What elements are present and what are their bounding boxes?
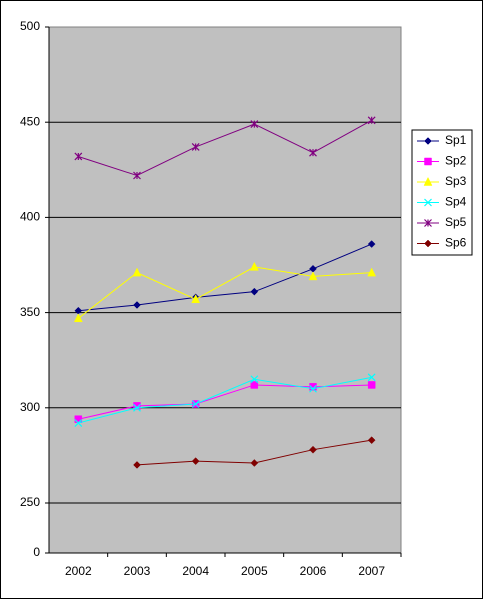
x-tick-label: 2002 [65, 564, 92, 578]
marker [191, 294, 201, 304]
legend-label: Sp1 [445, 133, 467, 147]
marker [191, 457, 200, 465]
y-tick-label: 250 [20, 495, 40, 509]
marker [250, 459, 259, 467]
marker [133, 171, 141, 180]
x-tick-label: 2007 [358, 564, 385, 578]
marker [367, 267, 377, 277]
marker [424, 219, 432, 227]
marker [424, 137, 432, 145]
y-tick-label: 450 [20, 114, 40, 128]
marker [133, 301, 141, 309]
x-tick-label: 2003 [124, 564, 151, 578]
series-line [78, 376, 372, 424]
marker [132, 267, 142, 277]
y-tick-label: 0 [33, 545, 40, 559]
marker [74, 415, 83, 423]
marker [309, 384, 317, 393]
marker [133, 461, 141, 469]
y-tick-label: 300 [20, 400, 40, 414]
legend-label: Sp6 [445, 236, 467, 250]
marker [308, 271, 318, 281]
marker [250, 375, 259, 384]
marker [249, 261, 259, 271]
marker [250, 120, 259, 129]
series-line [78, 119, 372, 177]
marker [367, 436, 376, 445]
marker [424, 239, 432, 248]
marker [74, 152, 83, 161]
x-tick-label: 2004 [182, 564, 209, 578]
legend-box [411, 129, 473, 256]
marker [309, 445, 317, 454]
marker [367, 381, 376, 389]
plot-area [48, 26, 402, 554]
legend-label: Sp3 [445, 174, 467, 188]
series-line [78, 266, 372, 319]
series-line [78, 243, 372, 312]
legend-label: Sp2 [445, 154, 467, 168]
marker [424, 157, 432, 166]
marker [74, 419, 83, 427]
marker [424, 198, 432, 207]
marker [191, 143, 200, 151]
y-tick-label: 350 [20, 305, 40, 319]
marker [250, 287, 259, 296]
y-tick-label: 400 [20, 210, 40, 224]
marker [423, 176, 433, 186]
legend-label: Sp5 [445, 215, 467, 229]
marker [367, 373, 376, 382]
marker [367, 240, 376, 248]
x-tick-label: 2006 [300, 564, 327, 578]
y-tick-label: 500 [20, 19, 40, 33]
legend-label: Sp4 [445, 195, 467, 209]
marker [191, 400, 200, 408]
marker [367, 116, 376, 125]
marker [309, 148, 317, 157]
x-tick-label: 2005 [241, 564, 268, 578]
marker [250, 381, 259, 389]
marker [73, 313, 83, 323]
marker [133, 403, 141, 412]
